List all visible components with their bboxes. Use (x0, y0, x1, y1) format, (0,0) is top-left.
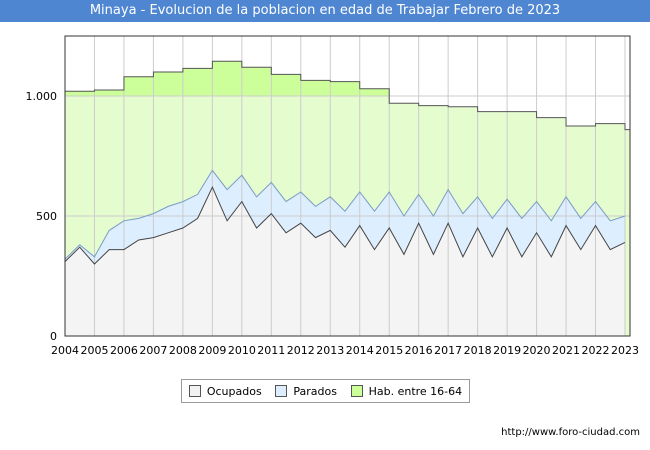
x-tick-label-2022: 2022 (582, 344, 610, 357)
x-tick-label-2006: 2006 (110, 344, 138, 357)
line-ocupados (64, 185, 626, 265)
x-tick-label-2009: 2009 (198, 344, 226, 357)
x-tick-label-2004: 2004 (51, 344, 79, 357)
line-hab-entre-16-64 (65, 60, 630, 131)
x-tick-label-2021: 2021 (552, 344, 580, 357)
x-tick-label-2014: 2014 (346, 344, 374, 357)
plot-frame (64, 35, 631, 337)
legend-swatch-habitantes (350, 385, 363, 397)
legend-entry-ocupados: Ocupados (188, 384, 262, 398)
x-tick-label-2020: 2020 (523, 344, 551, 357)
x-tick-label-2013: 2013 (316, 344, 344, 357)
line-parados (64, 169, 626, 260)
x-tick-label-2011: 2011 (257, 344, 285, 357)
legend-swatch-ocupados (188, 385, 201, 397)
legend: Ocupados Parados Hab. entre 16-64 (181, 379, 470, 403)
source-link[interactable]: http://www.foro-ciudad.com (501, 427, 640, 438)
legend-label-ocupados: Ocupados (206, 384, 262, 398)
x-tick-label-2015: 2015 (375, 344, 403, 357)
x-tick-label-2023: 2023 (611, 344, 639, 357)
x-tick-label-2019: 2019 (493, 344, 521, 357)
legend-swatch-parados (275, 385, 288, 397)
y-tick-label-1000: 1.000 (26, 90, 58, 103)
area-ocupados (65, 187, 625, 336)
x-tick-label-2005: 2005 (80, 344, 108, 357)
x-tick-label-2018: 2018 (464, 344, 492, 357)
legend-label-parados: Parados (293, 384, 337, 398)
x-tick-label-2012: 2012 (287, 344, 315, 357)
x-tick-label-2008: 2008 (169, 344, 197, 357)
x-tick-label-2010: 2010 (228, 344, 256, 357)
x-tick-label-2017: 2017 (434, 344, 462, 357)
y-tick-label-0: 0 (50, 330, 57, 343)
legend-entry-parados: Parados (275, 385, 337, 398)
chart-title: Minaya - Evolucion de la poblacion en ed… (0, 0, 650, 22)
x-tick-label-2016: 2016 (405, 344, 433, 357)
area-hab-above-1000 (65, 61, 390, 96)
legend-entry-habitantes: Hab. entre 16-64 (350, 384, 463, 398)
x-tick-label-2007: 2007 (139, 344, 167, 357)
legend-label-habitantes: Hab. entre 16-64 (368, 384, 463, 398)
y-tick-label-500: 500 (36, 210, 57, 223)
